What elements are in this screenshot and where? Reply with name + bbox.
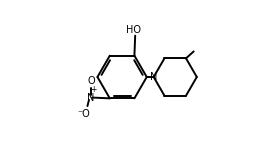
Text: N: N bbox=[150, 72, 157, 82]
Text: HO: HO bbox=[126, 25, 141, 35]
Text: N: N bbox=[87, 93, 95, 103]
Text: +: + bbox=[90, 85, 97, 94]
Text: ⁻O: ⁻O bbox=[77, 109, 90, 119]
Text: O: O bbox=[87, 76, 95, 86]
